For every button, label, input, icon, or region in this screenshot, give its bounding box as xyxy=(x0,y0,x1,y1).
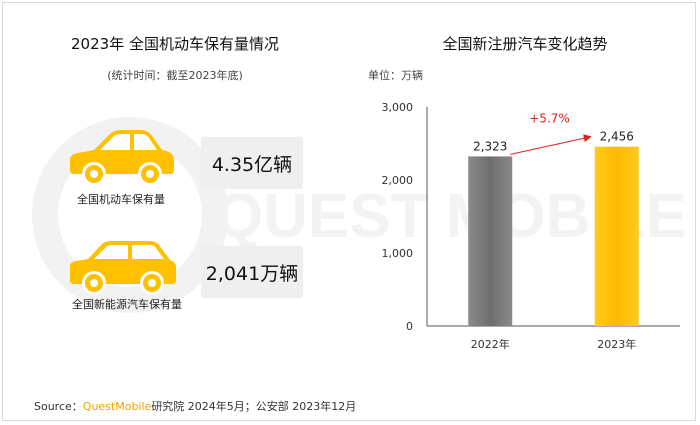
x-category-label: 2023年 xyxy=(597,337,636,351)
vehicle-total-value: 4.35亿辆 xyxy=(201,137,303,189)
nev-total-label: 全国新能源汽车保有量 xyxy=(72,298,182,311)
bar-value-label: 2,456 xyxy=(600,130,634,144)
sedan-car-icon xyxy=(70,130,174,186)
growth-annotation: +5.7% xyxy=(529,112,570,126)
y-tick-label: 3,000 xyxy=(382,101,414,114)
source-prefix: Source： xyxy=(34,400,83,413)
chart-title: 全国新注册汽车变化趋势 xyxy=(442,35,608,53)
y-tick-label: 1,000 xyxy=(382,247,414,260)
chart-unit-label: 单位：万辆 xyxy=(368,69,423,82)
y-tick-label: 2,000 xyxy=(382,174,414,187)
y-tick-label: 0 xyxy=(406,320,413,333)
bar-value-label: 2,323 xyxy=(473,139,507,153)
card-frame xyxy=(2,2,696,421)
suv-car-icon xyxy=(70,241,176,295)
source-rest: 研究院 2024年5月；公安部 2023年12月 xyxy=(151,400,357,413)
source-line: Source：QuestMobile研究院 2024年5月；公安部 2023年1… xyxy=(34,398,356,414)
bar-year-2022 xyxy=(468,156,513,326)
nev-total-value: 2,041万辆 xyxy=(201,246,303,298)
source-brand: QuestMobile xyxy=(82,400,152,413)
x-category-label: 2022年 xyxy=(471,337,510,351)
bar-year-2023 xyxy=(594,146,639,326)
left-panel-title: 2023年 全国机动车保有量情况 xyxy=(71,35,279,53)
vehicle-total-label: 全国机动车保有量 xyxy=(77,193,165,206)
new-registration-bar-chart: 0 1,000 2,000 3,000 2,323 2022年 2,456 2023年 +5.… xyxy=(382,101,680,351)
left-panel-subtitle: (统计时间：截至2023年底) xyxy=(107,69,243,82)
growth-arrow xyxy=(510,134,592,155)
